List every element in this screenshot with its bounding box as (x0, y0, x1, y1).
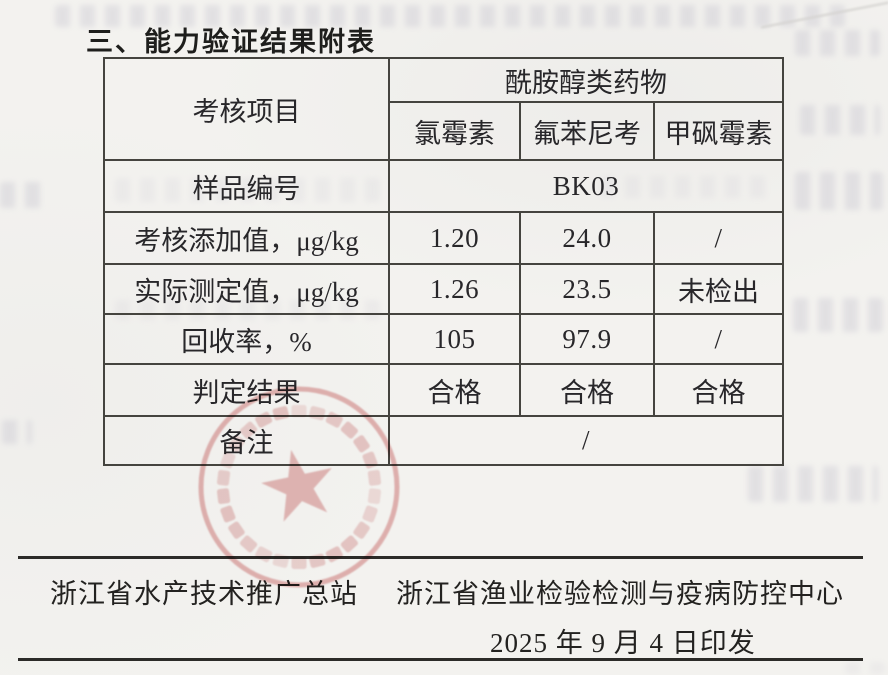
column-header-thiamphenicol: 甲砜霉素 (652, 101, 785, 161)
row-label-recovery-rate: 回收率，% (103, 313, 390, 365)
table-row: 备注 / (103, 415, 785, 466)
cell-value: 23.5 (519, 263, 655, 315)
column-header-chloramphenicol: 氯霉素 (388, 101, 521, 161)
row-label-verdict: 判定结果 (103, 363, 390, 417)
table-row: 判定结果 合格 合格 合格 (103, 363, 785, 417)
cell-value: 合格 (519, 363, 655, 417)
cell-value: 未检出 (652, 263, 785, 315)
cell-value: 105 (388, 313, 521, 365)
table-group-header: 酰胺醇类药物 (387, 57, 785, 103)
column-header-florfenicol: 氟苯尼考 (519, 101, 655, 161)
bleedthrough-smudge (0, 182, 45, 208)
row-label-added-value: 考核添加值，μg/kg (103, 211, 390, 265)
table-row: 样品编号 BK03 (103, 159, 785, 213)
footer-org-left: 浙江省水产技术推广总站 (50, 579, 358, 609)
table-corner-header: 考核项目 (103, 57, 390, 161)
bleedthrough-smudge (748, 466, 878, 502)
footer-bottom-rule (18, 658, 863, 661)
footer-issue-date: 2025 年 9 月 4 日印发 (490, 628, 756, 658)
bleedthrough-smudge (795, 30, 880, 56)
paper-crease (761, 1, 888, 29)
table-row: 考核添加值，μg/kg 1.20 24.0 / (103, 211, 785, 265)
cell-value: 1.20 (388, 211, 521, 265)
footer-organizations: 浙江省水产技术推广总站 浙江省渔业检验检测与疫病防控中心 (50, 572, 850, 611)
bleedthrough-smudge (800, 105, 880, 135)
row-label-measured-value: 实际测定值，μg/kg (103, 263, 390, 315)
proficiency-results-table: 考核项目 酰胺醇类药物 氯霉素 氟苯尼考 甲砜霉素 样品编号 BK03 考核添加… (103, 57, 785, 466)
footer-org-right: 浙江省渔业检验检测与疫病防控中心 (396, 579, 844, 609)
remark-value: / (387, 415, 785, 466)
table-row: 回收率，% 105 97.9 / (103, 313, 785, 365)
bleedthrough-smudge (2, 420, 32, 444)
table-row: 实际测定值，μg/kg 1.26 23.5 未检出 (103, 263, 785, 315)
cell-value: / (652, 313, 785, 365)
row-label-sample-id: 样品编号 (103, 159, 390, 213)
cell-value: / (652, 211, 785, 265)
cell-value: 97.9 (519, 313, 655, 365)
bleedthrough-smudge (845, 662, 885, 674)
bleedthrough-smudge (793, 298, 883, 332)
row-label-remark: 备注 (103, 415, 390, 466)
cell-value: 合格 (652, 363, 785, 417)
cell-value: 1.26 (388, 263, 521, 315)
footer-top-rule (18, 556, 863, 559)
cell-value: 合格 (388, 363, 521, 417)
bleedthrough-smudge (795, 172, 883, 210)
sample-id-value: BK03 (387, 159, 785, 213)
cell-value: 24.0 (519, 211, 655, 265)
section-title: 三、能力验证结果附表 (86, 27, 376, 57)
